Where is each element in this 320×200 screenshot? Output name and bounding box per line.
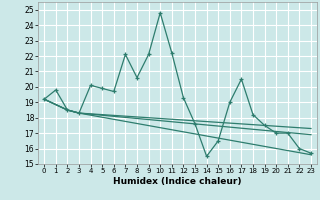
X-axis label: Humidex (Indice chaleur): Humidex (Indice chaleur) <box>113 177 242 186</box>
